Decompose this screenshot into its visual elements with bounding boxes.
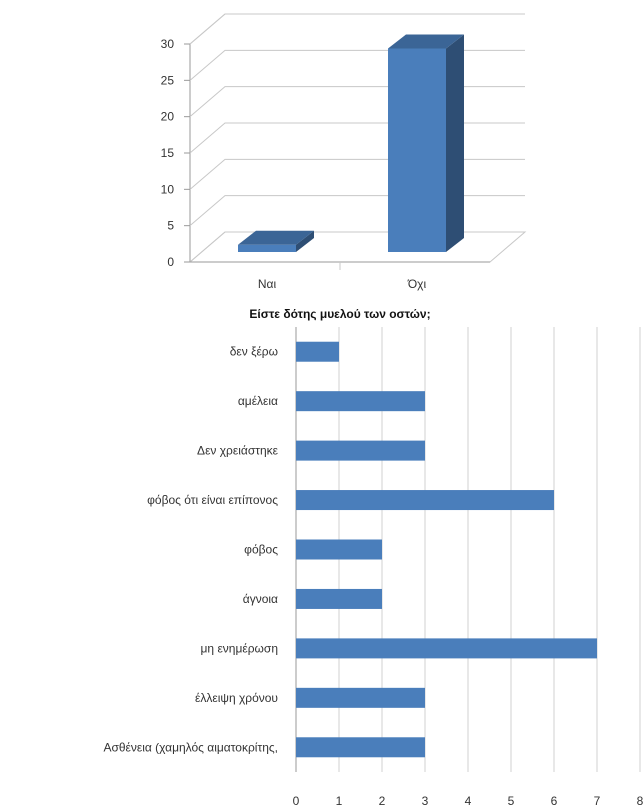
- bar-top: [238, 230, 314, 245]
- x-tick-label: 6: [551, 794, 558, 808]
- category-label: φόβος: [244, 543, 278, 557]
- x-tick-label: 0: [293, 794, 300, 808]
- category-label: δεν ξέρω: [230, 345, 278, 359]
- bar: [296, 638, 597, 659]
- bar-top: [388, 34, 464, 49]
- gridline: [189, 86, 525, 118]
- category-label: άγνοια: [243, 592, 278, 606]
- y-tick-label: 5: [167, 219, 174, 233]
- bar-front: [388, 48, 446, 253]
- x-axis-title: Είστε δότης μυελού των οστών;: [249, 307, 430, 321]
- x-tick-label: 8: [637, 794, 643, 808]
- x-tick-label: 1: [336, 794, 343, 808]
- bar: [296, 737, 425, 758]
- floor: [188, 231, 527, 270]
- y-tick-label: 20: [161, 110, 175, 124]
- bar-side: [296, 230, 314, 252]
- horizontal-bar-chart: δεν ξέρω αμέλεια Δεν χρειάστηκε φόβος ότι ε…: [103, 327, 643, 808]
- category-labels: δεν ξέρω αμέλεια Δεν χρειάστηκε φόβος ότι ε…: [103, 345, 278, 755]
- category-labels: Ναι Όχι: [258, 277, 427, 291]
- bar-side: [446, 34, 464, 253]
- x-tick-label: 2: [379, 794, 386, 808]
- bars: [296, 341, 597, 758]
- y-tick-label: 10: [161, 182, 175, 196]
- category-label: μη ενημέρωση: [201, 641, 278, 655]
- x-tick-label: 5: [508, 794, 515, 808]
- bar: [296, 539, 382, 560]
- x-tick-label: 3: [422, 794, 429, 808]
- bar: [296, 440, 425, 461]
- category-label: φόβος ότι είναι επίπονος: [147, 493, 278, 507]
- y-tick-label: 0: [167, 255, 174, 269]
- category-label: Όχι: [407, 277, 427, 291]
- bar: [296, 391, 425, 412]
- gridline: [189, 158, 525, 190]
- gridlines: [189, 13, 525, 263]
- x-tick-label: 7: [594, 794, 601, 808]
- category-label: Δεν χρειάστηκε: [197, 444, 279, 458]
- bar: [296, 490, 554, 511]
- gridline: [189, 195, 525, 227]
- category-label: Ασθένεια (χαμηλός αιματοκρίτης,: [103, 740, 278, 754]
- x-tick-labels: 0 1 2 3 4 5 6 7 8: [293, 794, 643, 808]
- bar: [296, 588, 382, 609]
- category-label: έλλειψη χρόνου: [195, 691, 278, 705]
- gridline: [189, 122, 525, 154]
- y-tick-label: 25: [161, 73, 175, 87]
- category-label: Ναι: [258, 277, 277, 291]
- y-tick-label: 15: [161, 146, 175, 160]
- y-tick-label: 30: [161, 37, 175, 51]
- gridline: [189, 49, 525, 81]
- category-label: αμέλεια: [238, 394, 278, 408]
- x-tick-label: 4: [465, 794, 472, 808]
- bar: [388, 34, 464, 253]
- bar-front: [238, 244, 296, 252]
- gridline: [189, 13, 525, 45]
- bar: [238, 230, 314, 252]
- bar: [296, 341, 339, 362]
- vertical-bar-chart: 0 5 10 15 20 25 30 Ναι Όχι Είστε δότης μυελού τ…: [161, 13, 527, 321]
- y-tick-labels: 0 5 10 15 20 25 30: [161, 37, 190, 269]
- bars: [238, 34, 464, 253]
- bar: [296, 687, 425, 708]
